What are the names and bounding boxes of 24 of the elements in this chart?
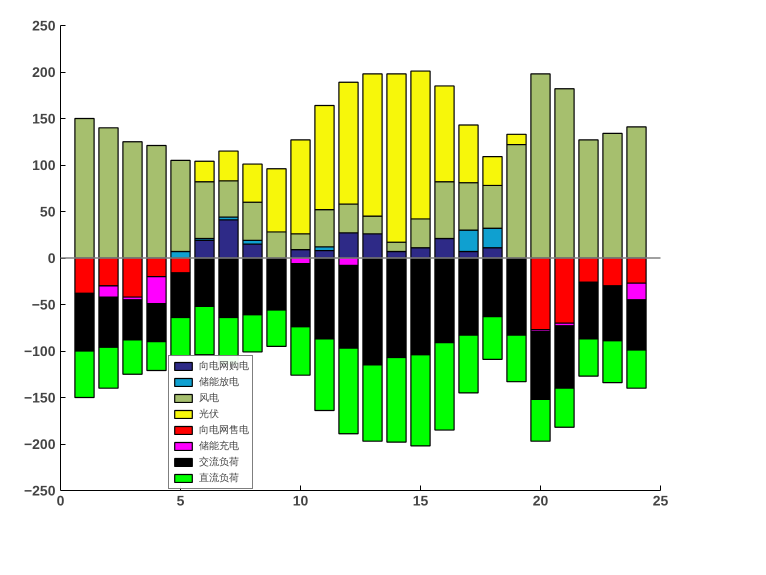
x-tick-label: 15 (412, 492, 428, 508)
x-tick-label: 20 (532, 492, 548, 508)
y-tick-label: −50 (32, 296, 56, 312)
x-tick-label: 25 (652, 492, 668, 508)
legend-label: 储能放电 (199, 376, 239, 389)
legend-label: 储能充电 (199, 440, 239, 453)
y-tick-label: 150 (32, 110, 56, 126)
y-tick-label: −250 (24, 482, 56, 498)
legend-label: 光伏 (199, 408, 219, 421)
y-tick-label: 100 (32, 157, 56, 173)
x-tick-label: 5 (176, 492, 185, 508)
legend-label: 向电网售电 (199, 424, 249, 437)
y-tick-label: 200 (32, 64, 56, 80)
legend-label: 向电网购电 (199, 360, 249, 373)
y-tick-label: −200 (24, 436, 56, 452)
legend-label: 交流负荷 (199, 456, 239, 469)
legend-label: 直流负荷 (199, 472, 239, 485)
y-tick-label: 0 (48, 250, 56, 266)
x-tick-label: 10 (292, 492, 308, 508)
y-tick-label: 250 (32, 18, 56, 34)
y-tick-label: 50 (40, 204, 56, 220)
y-tick-label: −150 (24, 390, 56, 406)
y-tick-label: −100 (24, 343, 56, 359)
legend-label: 风电 (199, 392, 219, 405)
